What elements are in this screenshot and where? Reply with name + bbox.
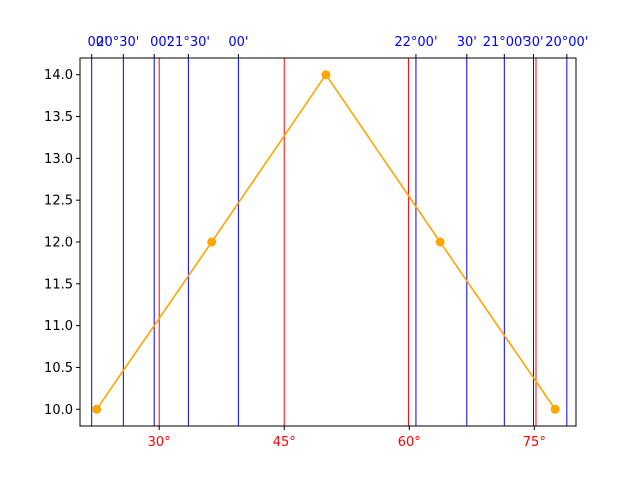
top-tick-label: 20°30' — [96, 35, 139, 50]
top-tick-label: 22°00' — [394, 35, 437, 50]
bottom-tick-label: 60° — [398, 435, 421, 450]
bottom-tick-label: 45° — [273, 435, 296, 450]
plot-area — [80, 58, 576, 426]
y-tick-label: 13.5 — [44, 110, 73, 125]
data-point — [321, 70, 331, 80]
bottom-tick-label: 30° — [148, 435, 171, 450]
top-tick-label: 21°00' — [483, 35, 526, 50]
top-tick-label: 20°00' — [545, 35, 588, 50]
y-tick-label: 12.5 — [44, 194, 73, 209]
y-tick-label: 10.0 — [44, 403, 73, 418]
top-tick-label: 00' — [88, 35, 108, 50]
y-tick-label: 11.5 — [44, 277, 73, 292]
data-point — [550, 404, 560, 414]
data-point — [207, 237, 217, 247]
y-tick-label: 12.0 — [44, 236, 73, 251]
top-gridlines — [91, 58, 568, 426]
top-tick-label: 30' — [523, 35, 543, 50]
data-point — [92, 404, 102, 414]
series-group — [92, 70, 560, 414]
top-axis: 00'20°30' 00'21°30' 00' 22°00' 30' 21°00'30' 2… — [88, 35, 588, 58]
bottom-gridlines — [158, 58, 537, 426]
bottom-tick-label: 75° — [523, 435, 546, 450]
data-point — [435, 237, 445, 247]
y-axis: 10.0 10.5 11.0 11.5 12.0 12.5 13.0 13.5 14.0 — [44, 68, 80, 418]
top-tick-label: 21°30' — [167, 35, 210, 50]
bottom-axis: 30° 45° 60° 75° — [148, 426, 546, 450]
y-tick-label: 10.5 — [44, 361, 73, 376]
top-tick-label: 30' — [457, 35, 477, 50]
y-tick-label: 11.0 — [44, 319, 73, 334]
top-tick-label: 00' — [150, 35, 170, 50]
y-tick-label: 13.0 — [44, 152, 73, 167]
top-tick-label: 00' — [228, 35, 248, 50]
y-tick-label: 14.0 — [44, 68, 73, 83]
